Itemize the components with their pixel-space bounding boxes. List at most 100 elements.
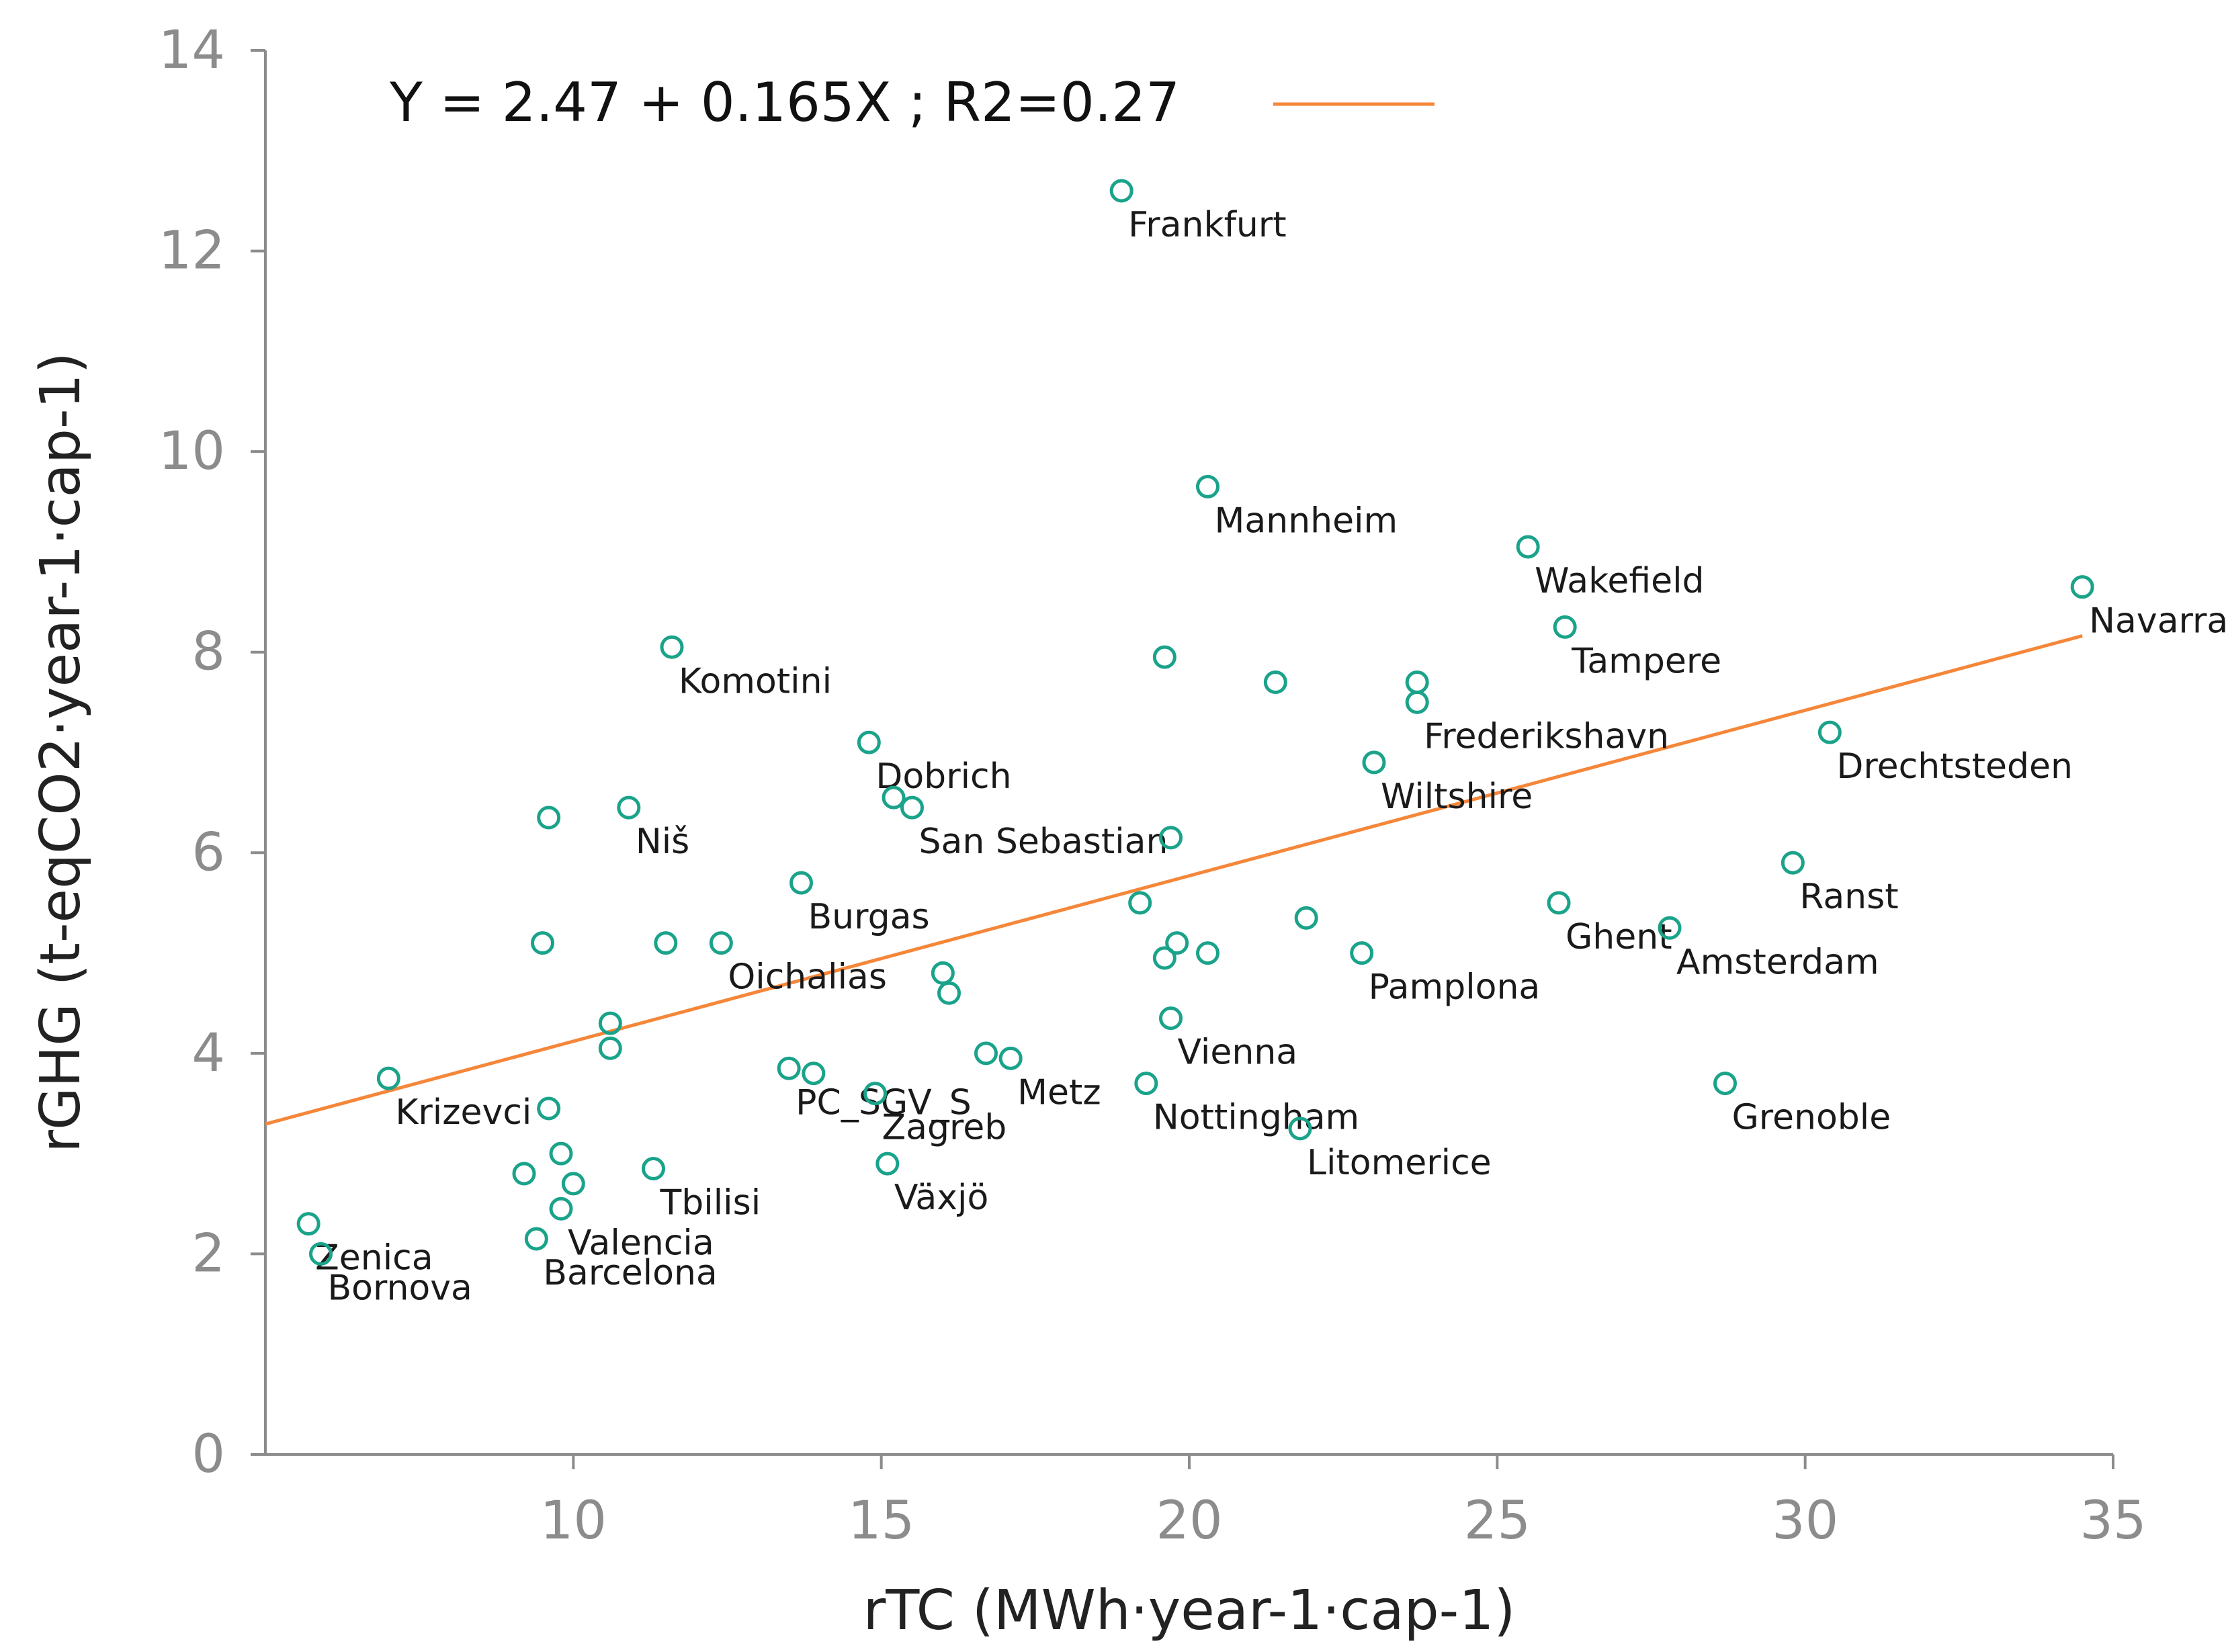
data-point bbox=[531, 931, 554, 955]
data-point bbox=[974, 1041, 998, 1066]
data-point bbox=[537, 806, 561, 830]
data-point bbox=[1362, 750, 1386, 775]
point-label: Drechtsteden bbox=[1836, 746, 2073, 787]
point-label: Nottingham bbox=[1153, 1098, 1359, 1138]
point-label: Valencia bbox=[568, 1223, 714, 1263]
point-label: Pamplona bbox=[1369, 967, 1541, 1008]
data-point bbox=[598, 1036, 622, 1060]
point-label: Burgas bbox=[808, 897, 930, 937]
data-point bbox=[1196, 474, 1219, 498]
data-point bbox=[1516, 535, 1540, 559]
x-tick-label: 30 bbox=[1772, 1491, 1838, 1551]
point-label: Grenoble bbox=[1732, 1098, 1891, 1138]
x-tick-label: 35 bbox=[2080, 1491, 2146, 1551]
y-tick-label: 10 bbox=[159, 421, 225, 482]
data-point bbox=[1165, 931, 1189, 955]
data-point bbox=[1288, 1117, 1312, 1141]
y-tick-label: 12 bbox=[159, 221, 225, 281]
axes: 0 2 4 6 8 10 12 14 10 15 20 25 30 35 bbox=[159, 20, 2147, 1551]
point-label: Vienna bbox=[1178, 1033, 1298, 1073]
data-point bbox=[777, 1056, 801, 1080]
data-point bbox=[1128, 891, 1152, 915]
data-point bbox=[654, 931, 678, 955]
x-tick-label: 25 bbox=[1464, 1491, 1531, 1551]
x-tick-label: 15 bbox=[848, 1491, 914, 1551]
point-label: Frederikshavn bbox=[1424, 716, 1669, 756]
point-label: Wakefield bbox=[1535, 561, 1704, 601]
data-point bbox=[1553, 615, 1577, 639]
point-label: Barcelona bbox=[543, 1253, 717, 1293]
point-label: Tampere bbox=[1571, 641, 1721, 681]
y-tick-label: 8 bbox=[191, 622, 225, 683]
data-point bbox=[598, 1011, 622, 1035]
data-point bbox=[882, 785, 906, 810]
data-point bbox=[709, 931, 733, 955]
data-point bbox=[900, 795, 924, 820]
y-tick-label: 4 bbox=[191, 1023, 225, 1084]
data-point bbox=[296, 1212, 320, 1236]
data-point bbox=[1817, 720, 1842, 744]
legend-label: Y = 2.47 + 0.165X ; R2=0.27 bbox=[389, 71, 1180, 134]
point-label: San Sebastian bbox=[919, 822, 1168, 862]
point-label: Amsterdam bbox=[1676, 942, 1879, 982]
data-point bbox=[802, 1061, 826, 1086]
data-point bbox=[1658, 916, 1682, 940]
data-point bbox=[376, 1066, 400, 1090]
data-point bbox=[1350, 941, 1374, 965]
legend: Y = 2.47 + 0.165X ; R2=0.27 bbox=[389, 71, 1435, 134]
point-label: Niš bbox=[636, 822, 689, 862]
x-tick-label: 10 bbox=[540, 1491, 607, 1551]
data-point bbox=[1109, 179, 1133, 203]
data-point bbox=[617, 795, 641, 820]
point-label: Ranst bbox=[1799, 877, 1898, 917]
y-tick-label: 0 bbox=[191, 1424, 225, 1485]
data-point bbox=[1713, 1072, 1737, 1096]
point-label: Tbilisi bbox=[660, 1183, 761, 1223]
regression-line bbox=[265, 634, 2083, 1126]
point-label: Växjö bbox=[894, 1178, 988, 1218]
data-point bbox=[524, 1227, 548, 1251]
data-point bbox=[1294, 906, 1318, 930]
data-point bbox=[1263, 670, 1287, 694]
data-point bbox=[561, 1172, 585, 1196]
data-point bbox=[789, 871, 813, 895]
data-point bbox=[1152, 946, 1176, 970]
point-label: Navarra bbox=[2089, 601, 2226, 642]
data-point bbox=[642, 1157, 665, 1181]
data-point bbox=[1134, 1072, 1158, 1096]
x-tick-label: 20 bbox=[1156, 1491, 1222, 1551]
data-point bbox=[309, 1242, 333, 1266]
data-point bbox=[1159, 826, 1183, 850]
data-point bbox=[857, 730, 881, 754]
point-label: Krizevci bbox=[395, 1092, 531, 1133]
data-point bbox=[1405, 690, 1429, 714]
data-point bbox=[1159, 1006, 1183, 1031]
point-label: Zenica bbox=[315, 1238, 433, 1278]
point-label: Ghent bbox=[1566, 917, 1672, 957]
point-label: Wiltshire bbox=[1381, 777, 1533, 817]
y-tick-label: 6 bbox=[191, 822, 225, 883]
point-label: Dobrich bbox=[875, 756, 1011, 797]
y-axis-title: rGHG (t-eqCO2·year-1·cap-1) bbox=[29, 352, 93, 1152]
data-point bbox=[1547, 891, 1571, 915]
data-point bbox=[2070, 575, 2094, 599]
data-point bbox=[1196, 941, 1219, 965]
data-point bbox=[875, 1151, 900, 1176]
data-point bbox=[660, 635, 684, 659]
data-points: Frankfurt Mannheim Wakefield Tampere Navarra… bbox=[296, 179, 2226, 1308]
point-label: Komotini bbox=[679, 661, 832, 701]
point-label: Zagreb bbox=[882, 1108, 1007, 1148]
point-label: Litomerice bbox=[1307, 1143, 1492, 1183]
data-point bbox=[549, 1197, 573, 1221]
data-point bbox=[1781, 851, 1805, 875]
point-label: Frankfurt bbox=[1128, 205, 1286, 245]
point-label: Metz bbox=[1017, 1072, 1101, 1113]
point-label: Mannheim bbox=[1215, 501, 1398, 541]
x-axis-title: rTC (MWh·year-1·cap-1) bbox=[863, 1579, 1516, 1643]
point-label: Bornova bbox=[328, 1268, 472, 1308]
data-point bbox=[512, 1162, 536, 1186]
y-tick-label: 2 bbox=[191, 1223, 225, 1284]
data-point bbox=[931, 961, 955, 985]
data-point bbox=[1405, 670, 1429, 694]
